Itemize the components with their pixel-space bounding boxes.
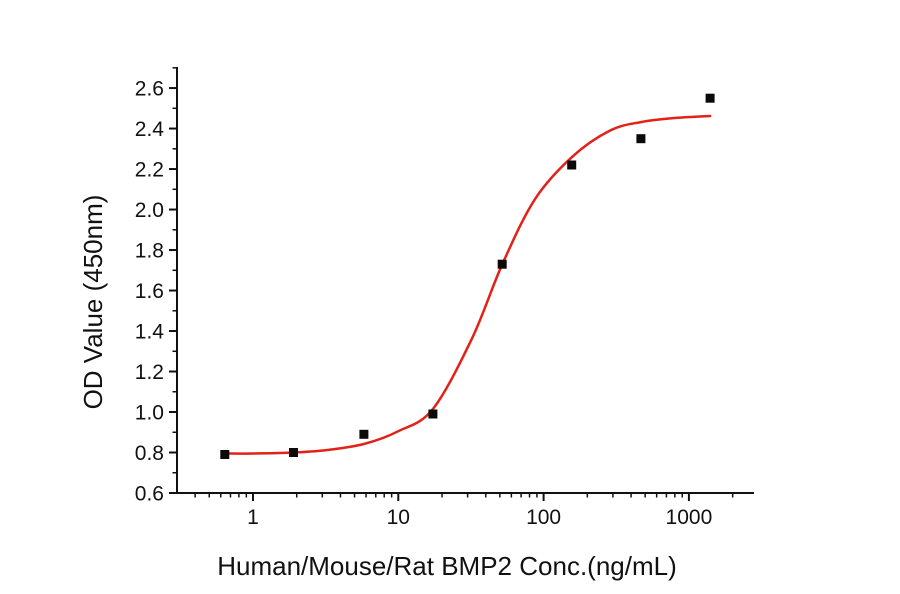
tick-label-layer: 0.6 0.8 1.0 1.2 1.4 1.6 1.8 2.0 2.2 2.4 2.6 1 10 100 1…: [135, 78, 712, 529]
data-point: [289, 448, 298, 457]
point-layer: [220, 93, 715, 459]
x-tick-label: 1000: [666, 506, 713, 529]
y-tick-label: 2.0: [135, 199, 164, 222]
fit-curve: [223, 114, 712, 455]
data-point: [428, 409, 438, 419]
data-point: [220, 450, 230, 459]
data-point: [359, 429, 369, 439]
x-tick-label: 1: [247, 506, 259, 529]
y-tick-label: 2.2: [135, 159, 164, 182]
y-tick-label: 1.2: [135, 361, 164, 384]
y-tick-label: 0.6: [135, 483, 164, 506]
x-axis-title: Human/Mouse/Rat BMP2 Conc.(ng/mL): [217, 551, 677, 581]
y-axis-title: OD Value (450nm): [78, 195, 108, 410]
data-point: [567, 160, 577, 170]
y-tick-label: 1.4: [135, 321, 165, 344]
y-tick-label: 1.6: [135, 280, 164, 303]
y-tick-label: 1.8: [135, 240, 164, 263]
x-tick-label: 100: [526, 506, 561, 529]
y-tick-label: 1.0: [135, 402, 164, 425]
y-tick-label: 2.6: [135, 78, 164, 101]
data-point: [497, 259, 507, 269]
x-tick-label: 10: [387, 506, 410, 529]
data-point: [705, 93, 715, 103]
y-tick-label: 2.4: [135, 118, 165, 141]
y-tick-label: 0.8: [135, 442, 164, 465]
axes-layer: [176, 67, 754, 494]
tick-layer: [169, 67, 734, 501]
data-point: [636, 134, 646, 144]
curve-layer: [223, 114, 712, 455]
